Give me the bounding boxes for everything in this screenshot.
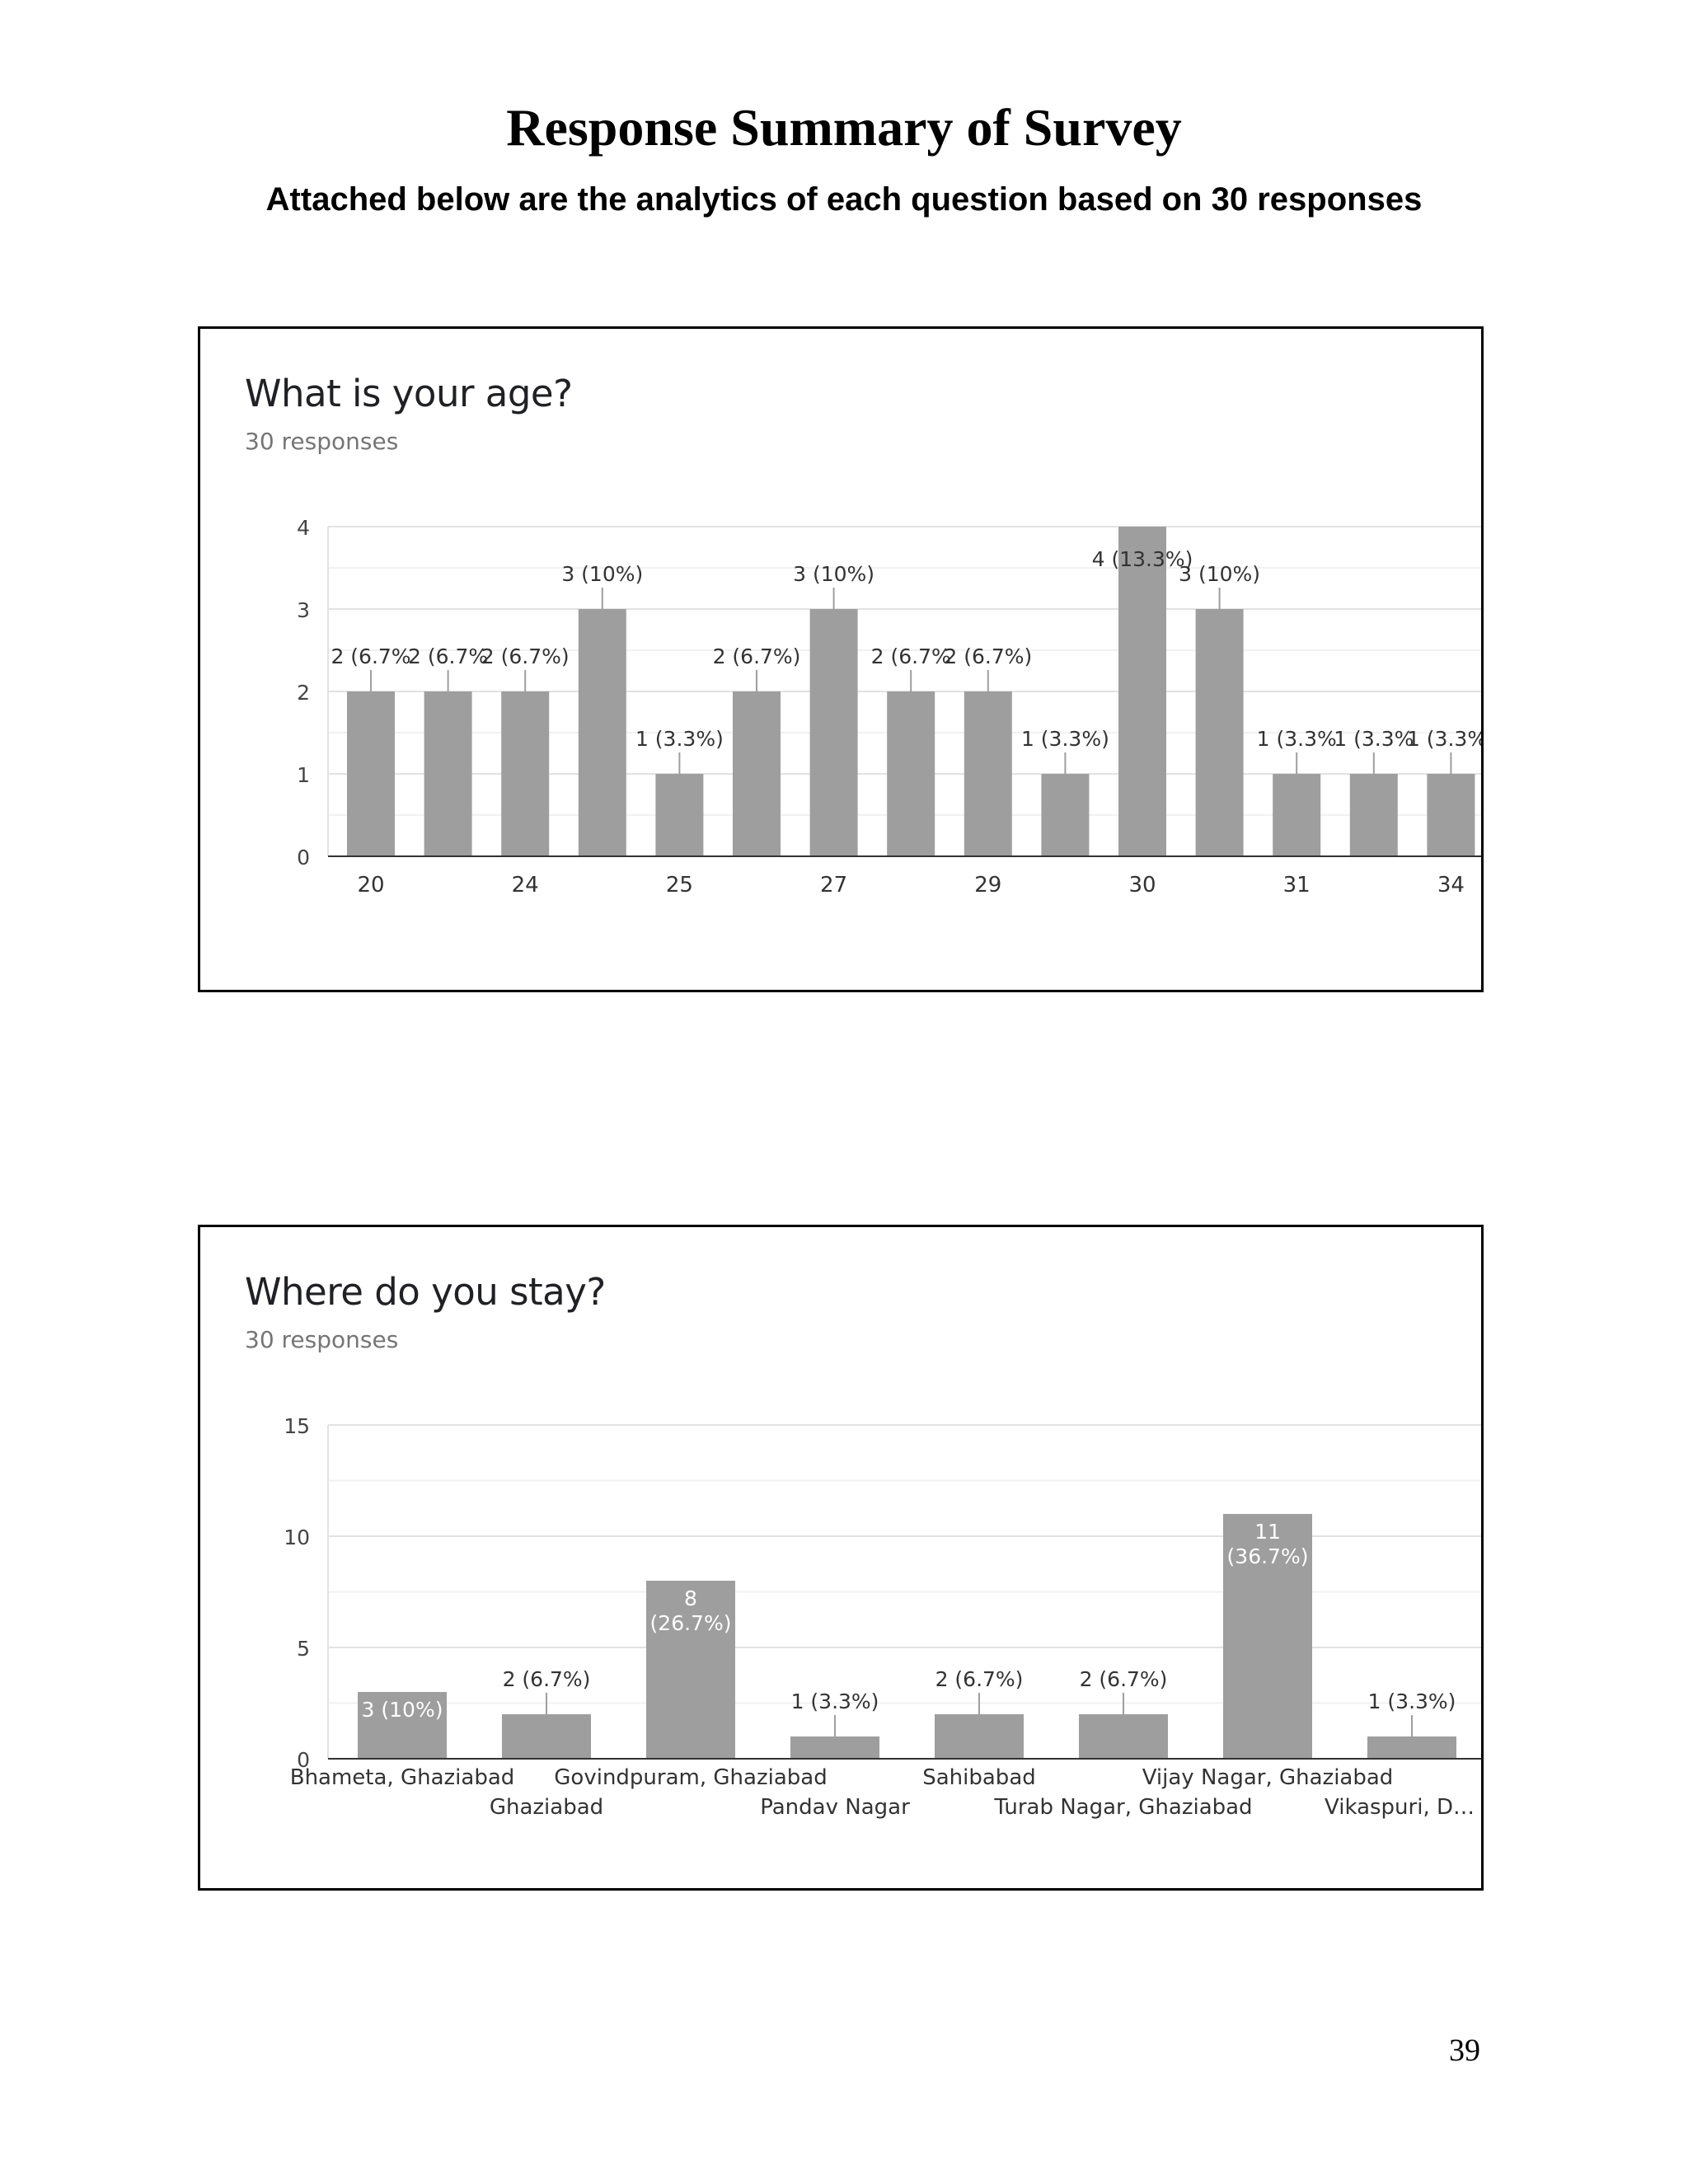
bar — [790, 1736, 879, 1759]
x-tick-label: 27 — [820, 873, 847, 898]
bar — [1223, 1514, 1312, 1759]
data-label: 1 (3.3% — [1334, 727, 1414, 751]
x-tick-label: 29 — [974, 873, 1001, 898]
location-chart-card: Where do you stay? 30 responses 0 5 10 15 3 … — [198, 1225, 1484, 1891]
data-label: 11 — [1254, 1520, 1281, 1544]
bar — [964, 691, 1012, 856]
y-tick-label: 3 — [297, 598, 310, 622]
y-tick-label: 2 — [297, 681, 310, 705]
bar — [1118, 527, 1166, 856]
bar — [646, 1581, 735, 1759]
page-title: Response Summary of Survey — [506, 98, 1182, 157]
x-tick-label: Pandav Nagar — [760, 1795, 910, 1820]
data-label: 2 (6.7% — [871, 644, 951, 668]
data-label: 2 (6.7%) — [935, 1667, 1024, 1691]
data-label: 2 (6.7% — [331, 644, 410, 668]
bar — [887, 691, 935, 856]
data-label: 8 — [684, 1586, 697, 1610]
page-number: 39 — [1449, 2033, 1480, 2068]
y-tick-label: 1 — [297, 763, 310, 787]
bar — [733, 691, 781, 856]
x-tick-label: 31 — [1283, 873, 1311, 898]
bar — [1273, 774, 1321, 856]
data-label: (36.7%) — [1227, 1544, 1309, 1568]
bar — [809, 609, 858, 856]
y-tick-label: 10 — [284, 1526, 310, 1549]
data-label: 3 (10%) — [793, 562, 874, 586]
data-label: 1 (3.3% — [1257, 727, 1337, 751]
data-label: 2 (6.7%) — [713, 644, 801, 668]
data-label: 4 (13.3%) — [1092, 547, 1193, 571]
x-tick-label: Vikaspuri, D… — [1325, 1795, 1475, 1820]
data-label: 1 (3.3%) — [1021, 727, 1109, 751]
page-subtitle: Attached below are the analytics of each… — [265, 181, 1423, 218]
bar — [1079, 1714, 1168, 1759]
bar — [1367, 1736, 1456, 1759]
data-label: 1 (3.3%) — [635, 727, 724, 751]
data-label: 1 (3.3%) — [1407, 727, 1481, 751]
x-tick-label: 20 — [357, 873, 384, 898]
x-tick-label: Sahibabad — [922, 1765, 1036, 1790]
y-tick-label: 15 — [284, 1414, 310, 1438]
x-tick-label: Vijay Nagar, Ghaziabad — [1142, 1765, 1394, 1790]
x-tick-label: Turab Nagar, Ghaziabad — [993, 1795, 1252, 1820]
age-response-count: 30 responses — [245, 428, 399, 455]
y-tick-label: 4 — [297, 516, 310, 540]
data-label: (26.7%) — [650, 1611, 732, 1635]
bar — [655, 774, 704, 856]
data-label: 2 (6.7%) — [944, 644, 1032, 668]
bar — [347, 691, 395, 856]
bar — [1349, 774, 1398, 856]
y-tick-label: 0 — [297, 846, 310, 869]
x-tick-label: Govindpuram, Ghaziabad — [554, 1765, 827, 1790]
x-tick-label: 34 — [1437, 873, 1465, 898]
bar — [1195, 609, 1244, 856]
data-label: 3 (10%) — [561, 562, 643, 586]
location-chart-title: Where do you stay? — [245, 1270, 606, 1314]
bar — [502, 1714, 591, 1759]
bar — [424, 691, 472, 856]
x-tick-label: Bhameta, Ghaziabad — [290, 1765, 515, 1790]
data-label: 2 (6.7%) — [1080, 1667, 1168, 1691]
bar — [358, 1692, 447, 1759]
bar — [935, 1714, 1024, 1759]
data-label: 2 (6.7% — [408, 644, 488, 668]
y-tick-label: 5 — [297, 1637, 310, 1661]
data-label: 2 (6.7%) — [481, 644, 570, 668]
data-label: 3 (10%) — [362, 1698, 443, 1722]
location-bar-chart: 0 5 10 15 3 (10%) Bhameta, Ghaziabad 2 (6.7%) G… — [284, 1414, 1481, 1820]
bar — [578, 609, 626, 856]
x-tick-label: Ghaziabad — [490, 1795, 603, 1820]
data-label: 1 (3.3%) — [1368, 1690, 1456, 1713]
bar — [501, 691, 550, 856]
data-label: 3 (10%) — [1179, 562, 1260, 586]
bar — [1041, 774, 1090, 856]
bar — [1427, 774, 1475, 856]
location-response-count: 30 responses — [245, 1326, 399, 1353]
data-label: 1 (3.3%) — [791, 1690, 879, 1713]
x-tick-label: 30 — [1128, 873, 1156, 898]
data-label: 2 (6.7%) — [503, 1667, 591, 1691]
x-tick-label: 25 — [666, 873, 693, 898]
age-chart-title: What is your age? — [245, 372, 573, 415]
x-tick-label: 24 — [512, 873, 539, 898]
y-tick-label: 0 — [297, 1748, 310, 1772]
